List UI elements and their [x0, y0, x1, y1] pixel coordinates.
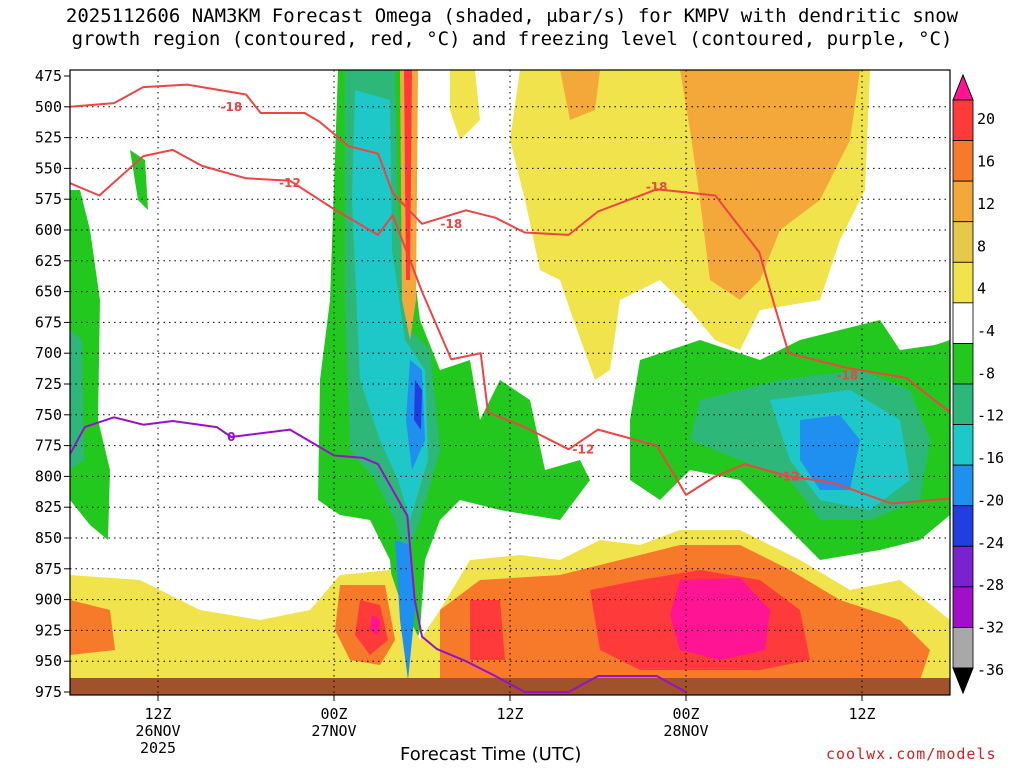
- colorbar-segment: [952, 343, 974, 385]
- y-tick-label: 475: [35, 67, 62, 85]
- y-tick-label: 950: [35, 652, 62, 670]
- y-tick-label: 875: [35, 560, 62, 578]
- shaded-region-magenta-low: [370, 578, 770, 660]
- y-tick-label: 925: [35, 621, 62, 639]
- gridlines: [70, 70, 950, 695]
- x-tick-label: 2025: [140, 739, 176, 757]
- colorbar-top-triangle: [952, 73, 974, 101]
- contour-label: -18: [220, 100, 242, 114]
- contour-label: 0: [227, 430, 235, 444]
- x-tick-label: 27NOV: [311, 722, 356, 740]
- colorbar-segment: [952, 464, 974, 507]
- colorbar-segment: [952, 140, 974, 182]
- y-tick-label: 550: [35, 159, 62, 177]
- colorbar-segment: [952, 424, 974, 466]
- colorbar-segment: [952, 99, 974, 141]
- y-tick-label: 525: [35, 129, 62, 147]
- contour-label: -12: [778, 469, 800, 483]
- chart-title-line2: growth region (contoured, red, °C) and f…: [71, 28, 953, 50]
- shaded-region-blue-right: [800, 415, 860, 490]
- colorbar-label: 16: [977, 153, 995, 171]
- shaded-region-darkblue-center: [414, 380, 422, 430]
- contours: [70, 83, 950, 693]
- x-axis-label: Forecast Time (UTC): [400, 744, 582, 765]
- y-tick-label: 825: [35, 498, 62, 516]
- y-tick-label: 625: [35, 252, 62, 270]
- x-tick-label: 26NOV: [135, 722, 180, 740]
- colorbar-label: 12: [977, 195, 995, 213]
- x-tick-label: 12Z: [144, 705, 171, 723]
- colorbar-label: -12: [977, 407, 1004, 425]
- contour-line-freezing-level: [70, 416, 687, 693]
- x-tick-label: 12Z: [848, 705, 875, 723]
- colorbar-segment: [952, 180, 974, 223]
- colorbar-label: 4: [977, 280, 986, 298]
- shaded-region-orange-upper: [560, 70, 860, 300]
- y-tick-label: 650: [35, 283, 62, 301]
- y-tick-label: 775: [35, 437, 62, 455]
- colorbar-label: -4: [977, 322, 995, 340]
- x-tick-label: 12Z: [496, 705, 523, 723]
- colorbar-label: 20: [977, 110, 995, 128]
- shaded-region-red-spike-core: [404, 70, 412, 280]
- colorbar-label: 8: [977, 237, 986, 255]
- contour-line-dendritic-lower: [70, 148, 950, 505]
- colorbar-label: -28: [977, 576, 1004, 594]
- colorbar-segment: [952, 627, 974, 669]
- colorbar-label: -20: [977, 491, 1004, 509]
- y-tick-label: 575: [35, 190, 62, 208]
- y-tick-label: 900: [35, 591, 62, 609]
- contour-labels: -18 -12 -18 -18 -12 -12 -18 0: [220, 100, 858, 484]
- x-tick-label: 00Z: [672, 705, 699, 723]
- colorbar-segment: [952, 302, 974, 344]
- y-tick-label: 700: [35, 344, 62, 362]
- y-tick-label: 675: [35, 313, 62, 331]
- colorbar: 20 16 12 8 4 -4 -8 -12 -16 -20 -24 -28 -32 -36: [952, 73, 1004, 695]
- colorbar-label: -24: [977, 534, 1004, 552]
- shaded-region-blue-trough: [395, 540, 415, 680]
- y-tick-label: 800: [35, 467, 62, 485]
- y-tick-label: 725: [35, 375, 62, 393]
- y-tick-label: 850: [35, 529, 62, 547]
- y-tick-label: 600: [35, 221, 62, 239]
- contour-label: -18: [646, 180, 668, 194]
- colorbar-bottom-triangle: [952, 667, 974, 695]
- colorbar-label: -36: [977, 661, 1004, 679]
- x-tick-label: 28NOV: [663, 722, 708, 740]
- colorbar-label: -8: [977, 364, 995, 382]
- contour-label: -18: [440, 217, 462, 231]
- y-tick-label: 975: [35, 683, 62, 701]
- colorbar-label: -32: [977, 618, 1004, 636]
- colorbar-segment: [952, 383, 974, 425]
- colorbar-segment: [952, 505, 974, 547]
- contour-label: -12: [279, 176, 301, 190]
- x-tick-label: 00Z: [320, 705, 347, 723]
- colorbar-segment: [952, 545, 974, 588]
- chart-title-line1: 2025112606 NAM3KM Forecast Omega (shaded…: [65, 5, 959, 27]
- contour-line-dendritic-upper: [70, 83, 950, 414]
- y-axis: 475 500 525 550 575 600 625 650 675 700 725 750 775 8…: [35, 67, 70, 701]
- colorbar-segment: [952, 221, 974, 263]
- watermark-link[interactable]: coolwx.com/models: [826, 745, 997, 763]
- colorbar-label: -16: [977, 449, 1004, 467]
- y-tick-label: 750: [35, 406, 62, 424]
- y-tick-label: 500: [35, 98, 62, 116]
- omega-shading: [70, 70, 950, 695]
- colorbar-segment: [952, 586, 974, 628]
- contour-label: -12: [572, 442, 594, 456]
- contour-label: -18: [836, 368, 858, 382]
- colorbar-segment: [952, 261, 974, 304]
